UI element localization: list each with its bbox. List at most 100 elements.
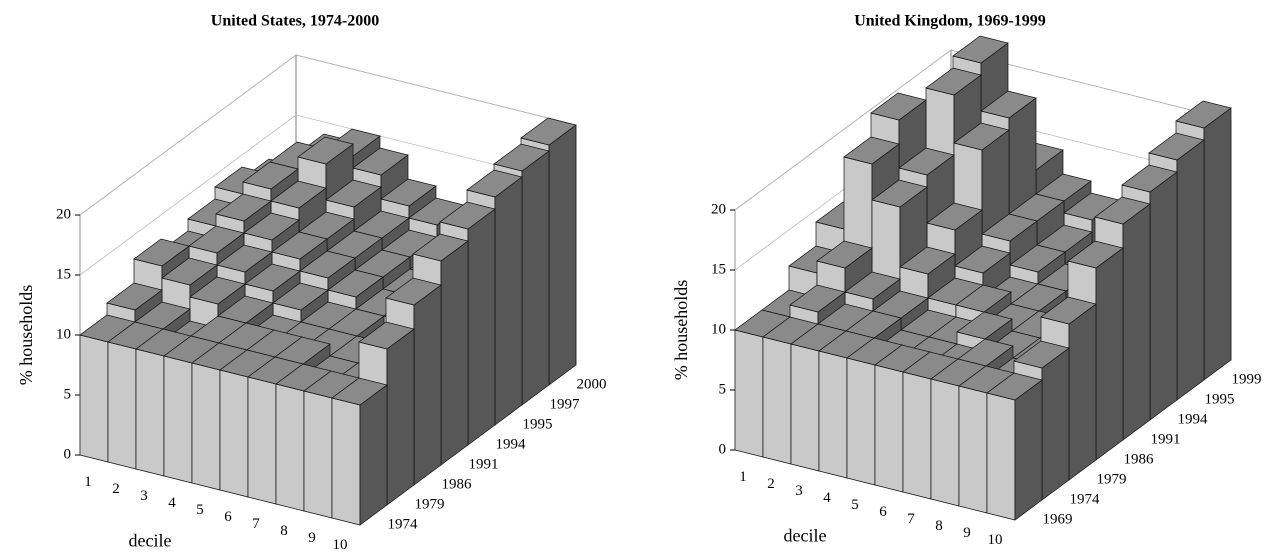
bar-top [358, 321, 415, 350]
y-tick-label: 5 [719, 381, 727, 397]
bar-top [412, 233, 469, 262]
bar-top [1094, 196, 1151, 225]
year-label: 1994 [496, 436, 527, 452]
x-tick-label: 9 [963, 525, 971, 541]
chart-title: United Kingdom, 1969-1999 [854, 13, 1046, 30]
x-axis-title: decile [784, 526, 827, 546]
x-tick-label: 8 [280, 523, 288, 539]
bar-front [930, 378, 960, 507]
year-label: 1986 [1124, 451, 1155, 467]
year-label: 1994 [1178, 411, 1209, 427]
y-tick-label: 10 [56, 326, 71, 342]
y-axis-title: % households [671, 280, 691, 381]
x-tick-label: 7 [907, 511, 915, 527]
bar-top [215, 193, 272, 222]
y-tick-label: 20 [56, 206, 71, 222]
bar-front [247, 376, 277, 505]
year-label: 1999 [1232, 371, 1262, 387]
bar-front [219, 369, 249, 498]
bar-side [1095, 247, 1124, 461]
year-label: 1974 [1070, 491, 1101, 507]
bar-top [106, 282, 163, 311]
bar-top [1040, 296, 1097, 325]
bar-top [925, 67, 982, 96]
bar-top [870, 92, 927, 121]
y-tick-label: 10 [711, 321, 726, 337]
year-label: 1979 [415, 496, 445, 512]
x-axis-title: decile [129, 531, 172, 551]
x-tick-label: 1 [739, 469, 747, 485]
bar-top [955, 284, 1012, 313]
bar-front [734, 329, 764, 458]
bar-top [1009, 244, 1066, 273]
bar-top [1148, 132, 1205, 161]
bar-side [1149, 171, 1178, 421]
bar-top [844, 271, 901, 300]
bar-top [325, 179, 382, 208]
bar-top [331, 377, 388, 406]
x-tick-label: 9 [308, 530, 316, 546]
bar-top [1175, 100, 1232, 129]
bar-top [898, 147, 955, 176]
year-label: 1974 [388, 516, 419, 532]
bar-top [493, 143, 550, 172]
bar-top [188, 225, 245, 254]
year-label: 1995 [1205, 391, 1235, 407]
y-tick-label: 20 [711, 201, 726, 217]
bar-front [191, 362, 221, 491]
bar-top [1067, 240, 1124, 269]
bar-top [954, 245, 1011, 274]
bar-top [520, 117, 577, 146]
bar-top [789, 284, 846, 313]
bar-top [244, 263, 301, 292]
x-tick-label: 4 [168, 495, 176, 511]
year-label: 1969 [1043, 511, 1073, 527]
bar-top [297, 136, 354, 165]
bar-side [413, 284, 442, 486]
bar-top [816, 240, 873, 269]
x-tick-label: 5 [851, 497, 859, 513]
bar-side [1014, 379, 1043, 521]
bar-side [440, 240, 469, 466]
year-label: 2000 [577, 376, 607, 392]
chart-title: United States, 1974-2000 [211, 13, 379, 30]
y-tick-label: 5 [64, 386, 72, 402]
y-tick-label: 0 [719, 441, 727, 457]
bar [986, 372, 1043, 521]
x-tick-label: 8 [935, 518, 943, 534]
bar-side [494, 176, 523, 426]
bar-top [956, 311, 1013, 340]
bar-top [1121, 164, 1178, 193]
x-tick-label: 6 [224, 509, 232, 525]
year-label: 1986 [442, 476, 473, 492]
bar-side [386, 328, 415, 506]
bar-side [1176, 139, 1205, 401]
bar-side [1203, 107, 1232, 381]
bar-front [107, 341, 137, 470]
bar-top [271, 231, 328, 260]
bar-side [1041, 347, 1070, 501]
bar-front [958, 385, 988, 514]
x-tick-label: 10 [988, 532, 1003, 548]
bar-top [439, 201, 496, 230]
x-tick-label: 5 [196, 502, 204, 518]
bar-front [986, 392, 1016, 521]
bar-front [846, 357, 876, 486]
bar-top [899, 246, 956, 275]
bar-front [163, 355, 193, 484]
bar-top [133, 238, 190, 267]
bar-top [385, 277, 442, 306]
bar-top [980, 90, 1037, 119]
bar-side [548, 124, 577, 386]
bar-top [272, 282, 329, 311]
y-tick-label: 15 [711, 261, 726, 277]
x-tick-label: 2 [767, 476, 775, 492]
bar-side [1122, 203, 1151, 441]
bar-top [327, 269, 384, 298]
y-axis-title: % households [16, 285, 36, 386]
y-tick-label: 15 [56, 266, 71, 282]
x-tick-label: 3 [140, 488, 148, 504]
x-tick-label: 1 [84, 474, 92, 490]
x-tick-label: 4 [823, 490, 831, 506]
bar-side [521, 150, 550, 406]
